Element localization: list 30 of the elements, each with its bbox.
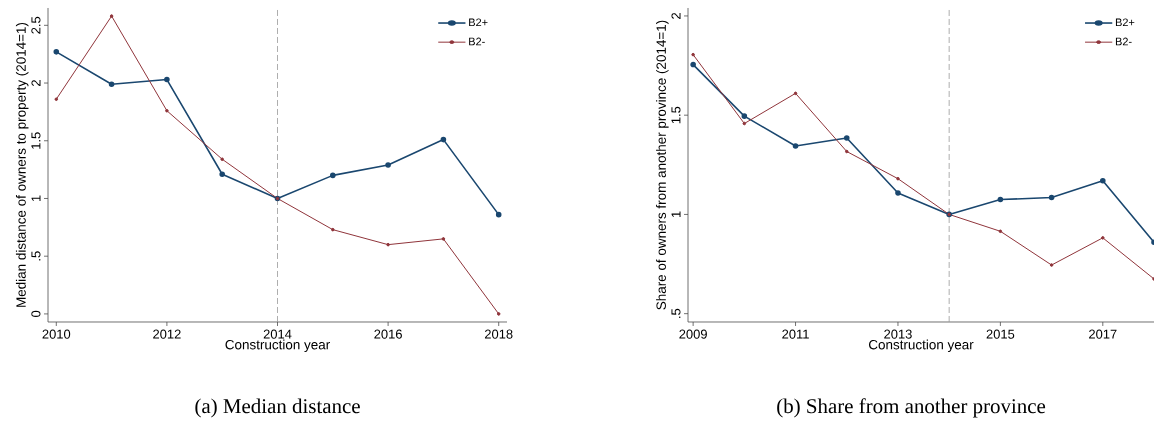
- text: (a) Median distance: [195, 398, 360, 418]
- y-tick-label: 1.5: [671, 106, 681, 124]
- x-tick-label: 2009: [679, 329, 707, 339]
- text: (b) Share from another province: [777, 398, 1046, 418]
- x-axis-title: Construction year: [225, 339, 330, 353]
- x-tick-label: 2012: [153, 329, 181, 339]
- x-tick-label: 2016: [374, 329, 402, 339]
- y-axis-title: Share of owners from another province (2014=1): [656, 20, 669, 310]
- x-tick-label: 2015: [986, 329, 1015, 339]
- x-tick-label: 2014: [263, 329, 292, 339]
- x-tick-label: 2013: [884, 329, 912, 339]
- y-tick-label: 2: [671, 12, 681, 19]
- x-axis-title: Construction year: [868, 339, 974, 353]
- legend-label: B2-: [1115, 37, 1132, 46]
- legend-label: B2-: [469, 37, 485, 46]
- y-tick-label: .5: [671, 308, 681, 318]
- y-tick-label: 1: [31, 195, 41, 202]
- x-tick-label: 2010: [42, 329, 71, 339]
- y-tick-label: 1: [671, 211, 681, 218]
- y-tick-label: 1.5: [31, 132, 41, 149]
- y-tick-label: 2.5: [31, 16, 41, 34]
- y-tick-label: 0: [31, 310, 41, 318]
- x-tick-label: 2011: [782, 329, 809, 339]
- legend-label: B2+: [1115, 18, 1135, 27]
- y-tick-label: 2: [31, 80, 41, 86]
- legend-label: B2+: [469, 18, 488, 27]
- y-axis-title: Median distance of owners to property (2014=1): [15, 22, 29, 307]
- y-tick-label: .5: [31, 251, 41, 261]
- x-tick-label: 2017: [1089, 329, 1117, 339]
- x-tick-label: 2018: [484, 329, 513, 339]
